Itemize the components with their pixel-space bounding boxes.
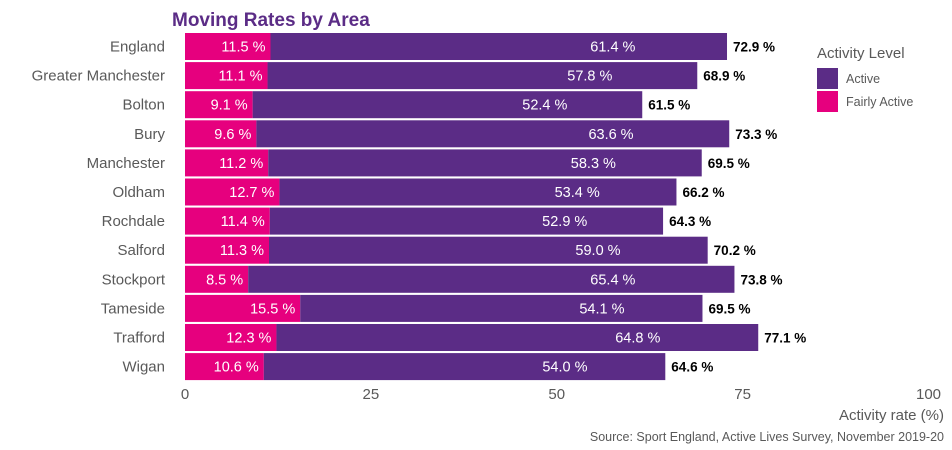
- label-fairly-active-greater-manchester: 11.1 %: [218, 69, 262, 85]
- legend: Activity Level Active Fairly Active: [817, 45, 913, 112]
- label-total-oldham: 66.2 %: [682, 185, 724, 200]
- bar-active-bolton: [252, 91, 643, 119]
- label-fairly-active-tameside: 15.5 %: [250, 301, 295, 317]
- x-tick-label-50: 50: [548, 386, 565, 403]
- bar-fairly-active-stockport: [185, 265, 249, 293]
- label-active-oldham: 53.4 %: [555, 185, 600, 201]
- label-total-trafford: 77.1 %: [764, 331, 806, 346]
- label-fairly-active-manchester: 11.2 %: [219, 156, 263, 172]
- category-label-greater-manchester: Greater Manchester: [32, 68, 165, 85]
- label-fairly-active-england: 11.5 %: [221, 40, 265, 56]
- label-active-bury: 63.6 %: [588, 127, 633, 143]
- legend-title: Activity Level: [817, 45, 905, 62]
- source-caption: Source: Sport England, Active Lives Surv…: [590, 430, 944, 444]
- x-tick-label-25: 25: [363, 386, 380, 403]
- label-active-tameside: 54.1 %: [579, 301, 624, 317]
- label-total-greater-manchester: 68.9 %: [703, 69, 745, 84]
- label-active-england: 61.4 %: [590, 40, 635, 56]
- category-label-england: England: [110, 39, 165, 56]
- label-active-manchester: 58.3 %: [571, 156, 616, 172]
- bar-active-wigan: [263, 353, 666, 381]
- bar-active-greater-manchester: [267, 62, 698, 90]
- label-total-wigan: 64.6 %: [671, 360, 713, 375]
- x-tick-label-0: 0: [181, 386, 189, 403]
- bar-fairly-active-manchester: [185, 149, 269, 177]
- category-label-trafford: Trafford: [113, 330, 165, 347]
- bar-fairly-active-greater-manchester: [185, 62, 268, 90]
- label-total-manchester: 69.5 %: [708, 156, 750, 171]
- bar-fairly-active-rochdale: [185, 207, 270, 235]
- bar-active-salford: [269, 236, 708, 264]
- label-active-trafford: 64.8 %: [615, 331, 660, 347]
- label-total-salford: 70.2 %: [714, 243, 756, 258]
- bar-active-rochdale: [269, 207, 664, 235]
- category-label-wigan: Wigan: [122, 359, 165, 376]
- label-total-rochdale: 64.3 %: [669, 214, 711, 229]
- chart-title: Moving Rates by Area: [172, 10, 370, 31]
- label-fairly-active-rochdale: 11.4 %: [221, 214, 265, 230]
- bar-active-manchester: [268, 149, 702, 177]
- x-tick-label-75: 75: [734, 386, 751, 403]
- label-total-tameside: 69.5 %: [708, 301, 750, 316]
- category-label-manchester: Manchester: [87, 155, 165, 172]
- category-label-salford: Salford: [117, 242, 165, 259]
- label-fairly-active-bury: 9.6 %: [214, 127, 251, 143]
- legend-swatch-active: [817, 68, 838, 89]
- bar-active-bury: [256, 120, 730, 148]
- legend-label-active: Active: [846, 72, 880, 86]
- label-active-rochdale: 52.9 %: [542, 214, 587, 230]
- bar-active-tameside: [300, 294, 703, 322]
- bar-fairly-active-tameside: [185, 294, 301, 322]
- category-label-oldham: Oldham: [112, 184, 165, 201]
- label-total-bury: 73.3 %: [735, 127, 777, 142]
- category-label-rochdale: Rochdale: [102, 213, 165, 230]
- label-active-wigan: 54.0 %: [542, 360, 587, 376]
- bar-fairly-active-bolton: [185, 91, 253, 119]
- bars-group: 11.5 % 61.4 % 72.9 % 11.1 % 57.8 % 68.9 % 9.1 …: [185, 33, 806, 381]
- label-fairly-active-trafford: 12.3 %: [226, 331, 271, 347]
- bar-fairly-active-oldham: [185, 178, 280, 206]
- x-tick-label-100: 100: [916, 386, 941, 403]
- category-label-tameside: Tameside: [101, 300, 165, 317]
- bar-active-oldham: [279, 178, 677, 206]
- category-label-stockport: Stockport: [102, 271, 166, 288]
- label-total-stockport: 73.8 %: [740, 272, 782, 287]
- legend-label-fairly-active: Fairly Active: [846, 95, 913, 109]
- label-fairly-active-bolton: 9.1 %: [211, 98, 248, 114]
- x-axis-label: Activity rate (%): [839, 407, 944, 424]
- label-active-greater-manchester: 57.8 %: [567, 69, 612, 85]
- bar-active-stockport: [248, 265, 735, 293]
- label-active-stockport: 65.4 %: [590, 272, 635, 288]
- bar-active-england: [270, 33, 728, 60]
- legend-swatch-fairly-active: [817, 91, 838, 112]
- label-active-bolton: 52.4 %: [522, 98, 567, 114]
- bar-fairly-active-trafford: [185, 324, 277, 351]
- bar-active-trafford: [276, 324, 759, 351]
- bar-fairly-active-salford: [185, 236, 270, 264]
- label-fairly-active-salford: 11.3 %: [220, 243, 264, 259]
- x-axis-ticks: 0 25 50 75 100: [181, 386, 941, 403]
- bar-fairly-active-england: [185, 33, 271, 60]
- category-labels: England Greater Manchester Bolton Bury Manch…: [32, 39, 166, 376]
- label-active-salford: 59.0 %: [575, 243, 620, 259]
- label-fairly-active-stockport: 8.5 %: [206, 272, 243, 288]
- category-label-bury: Bury: [134, 126, 165, 143]
- category-label-bolton: Bolton: [122, 97, 165, 114]
- label-fairly-active-oldham: 12.7 %: [229, 185, 274, 201]
- bar-fairly-active-wigan: [185, 353, 264, 381]
- label-fairly-active-wigan: 10.6 %: [214, 360, 259, 376]
- label-total-england: 72.9 %: [733, 40, 775, 55]
- bar-fairly-active-bury: [185, 120, 257, 148]
- label-total-bolton: 61.5 %: [648, 98, 690, 113]
